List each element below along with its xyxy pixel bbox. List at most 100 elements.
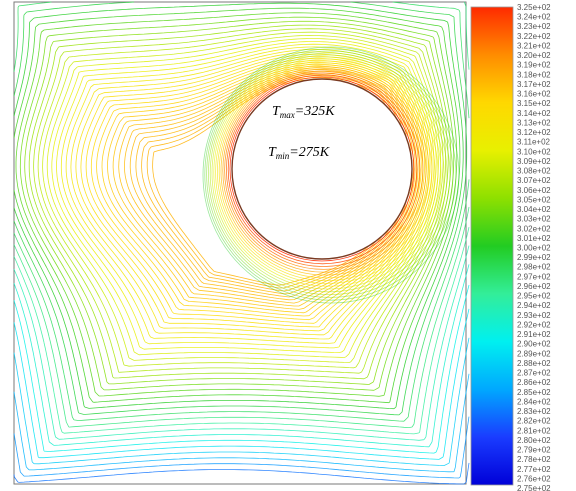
colorbar-tick-label: 2.82e+02 [517, 417, 551, 426]
colorbar-tick-label: 2.76e+02 [517, 474, 551, 483]
colorbar-tick-label: 2.98e+02 [517, 263, 551, 272]
colorbar-tick-label: 3.18e+02 [517, 70, 551, 79]
colorbar-tick-label: 2.90e+02 [517, 340, 551, 349]
colorbar-tick-label: 3.05e+02 [517, 195, 551, 204]
isotherm-line [13, 308, 470, 460]
colorbar-tick-label: 3.01e+02 [517, 234, 551, 243]
isotherm-line [13, 264, 470, 448]
isotherm-ring [226, 72, 421, 268]
isotherm-ring [217, 62, 436, 282]
colorbar-tick-label: 3.09e+02 [517, 157, 551, 166]
isotherm-line [46, 38, 439, 358]
colorbar-tick-label: 3.24e+02 [517, 13, 551, 22]
colorbar-tick-label: 3.14e+02 [517, 109, 551, 118]
colorbar-tick-label: 2.86e+02 [517, 378, 551, 387]
colorbar-tick-label: 3.22e+02 [517, 32, 551, 41]
colorbar-tick-label: 2.83e+02 [517, 407, 551, 416]
isotherm-line [13, 1, 468, 416]
isotherm-line [75, 53, 427, 332]
colorbar [470, 6, 514, 486]
isotherm-ring [213, 58, 442, 287]
colorbar-tick-label: 2.91e+02 [517, 330, 551, 339]
isotherm-line [28, 24, 449, 380]
colorbar-tick-label: 3.25e+02 [517, 3, 551, 12]
colorbar-tick-label: 3.00e+02 [517, 244, 551, 253]
isotherm-ring [208, 52, 451, 296]
colorbar-tick-label: 3.02e+02 [517, 224, 551, 233]
colorbar-tick-label: 2.93e+02 [517, 311, 551, 320]
isotherm-ring [224, 70, 424, 270]
isotherm-line [13, 1, 470, 422]
isotherm-line [112, 67, 416, 307]
colorbar-tick-label: 2.78e+02 [517, 455, 551, 464]
isotherm-contours [13, 1, 470, 485]
colorbar-tick-label: 3.08e+02 [517, 167, 551, 176]
tmin-annotation: Tmin=275K [268, 145, 330, 161]
colorbar-tick-label: 2.75e+02 [517, 484, 551, 491]
isotherm-ring [202, 46, 460, 304]
colorbar-tick-label: 2.80e+02 [517, 436, 551, 445]
colorbar-tick-label: 3.03e+02 [517, 215, 551, 224]
colorbar-tick-label: 2.81e+02 [517, 426, 551, 435]
colorbar-tick-label: 2.85e+02 [517, 388, 551, 397]
isotherm-ring [229, 76, 415, 262]
isotherm-line [13, 245, 470, 441]
isotherm-line [13, 284, 470, 454]
isotherm-line [13, 7, 461, 404]
isotherm-line [13, 2, 464, 410]
isotherm-line [13, 373, 470, 473]
colorbar-tick-label: 2.79e+02 [517, 446, 551, 455]
colorbar-tick-label: 3.21e+02 [517, 42, 551, 51]
isotherm-line [13, 1, 470, 428]
isotherm-line [129, 72, 407, 298]
isotherm-ring [211, 56, 445, 290]
colorbar-tick-label: 3.16e+02 [517, 90, 551, 99]
colorbar-tick-label: 3.12e+02 [517, 128, 551, 137]
colorbar-tick-label: 2.94e+02 [517, 301, 551, 310]
isotherm-ring [220, 66, 430, 276]
isotherm-line [13, 462, 470, 485]
tmax-annotation: Tmax=325K [272, 104, 335, 120]
isotherm-line [51, 41, 437, 353]
colorbar-tick-label: 3.11e+02 [517, 138, 551, 147]
isotherm-ring [206, 50, 454, 298]
isotherm-line [24, 20, 452, 385]
isotherm-ring [227, 74, 418, 265]
colorbar-tick-label: 3.20e+02 [517, 51, 551, 60]
isotherm-line [13, 337, 470, 466]
isotherm-line [42, 35, 442, 363]
colorbar-tick-labels: 3.25e+023.24e+023.23e+023.22e+023.21e+02… [517, 3, 551, 491]
isotherm-line [19, 16, 455, 391]
colorbar-tick-label: 2.99e+02 [517, 253, 551, 262]
isotherm-ring [222, 68, 427, 273]
colorbar-tick-label: 2.92e+02 [517, 321, 551, 330]
isotherm-ring [209, 54, 448, 293]
colorbar-tick-label: 2.89e+02 [517, 349, 551, 358]
colorbar-tick-label: 3.13e+02 [517, 118, 551, 127]
colorbar-tick-label: 2.97e+02 [517, 272, 551, 281]
isotherm-line [13, 227, 470, 435]
colorbar-tick-label: 2.88e+02 [517, 359, 551, 368]
colorbar-tick-label: 2.95e+02 [517, 292, 551, 301]
colorbar-tick-label: 3.23e+02 [517, 22, 551, 31]
hot-cylinder [231, 78, 413, 260]
colorbar-tick-label: 3.06e+02 [517, 186, 551, 195]
colorbar-tick-label: 2.87e+02 [517, 369, 551, 378]
colorbar-tick-label: 2.96e+02 [517, 282, 551, 291]
isotherm-ring [204, 48, 457, 301]
isotherm-line [80, 56, 425, 328]
isotherm-ring [215, 60, 439, 284]
isotherm-ring [218, 64, 433, 279]
isotherm-line [60, 46, 433, 344]
colorbar-tick-label: 3.04e+02 [517, 205, 551, 214]
colorbar-tick-label: 2.77e+02 [517, 465, 551, 474]
colorbar-tick-label: 3.10e+02 [517, 147, 551, 156]
colorbar-tick-label: 3.07e+02 [517, 176, 551, 185]
isotherm-line [13, 416, 470, 479]
colorbar-tick-label: 3.15e+02 [517, 99, 551, 108]
isotherm-line [15, 12, 458, 397]
colorbar-tick-label: 2.84e+02 [517, 397, 551, 406]
colorbar-tick-label: 3.19e+02 [517, 61, 551, 70]
colorbar-tick-label: 3.17e+02 [517, 80, 551, 89]
